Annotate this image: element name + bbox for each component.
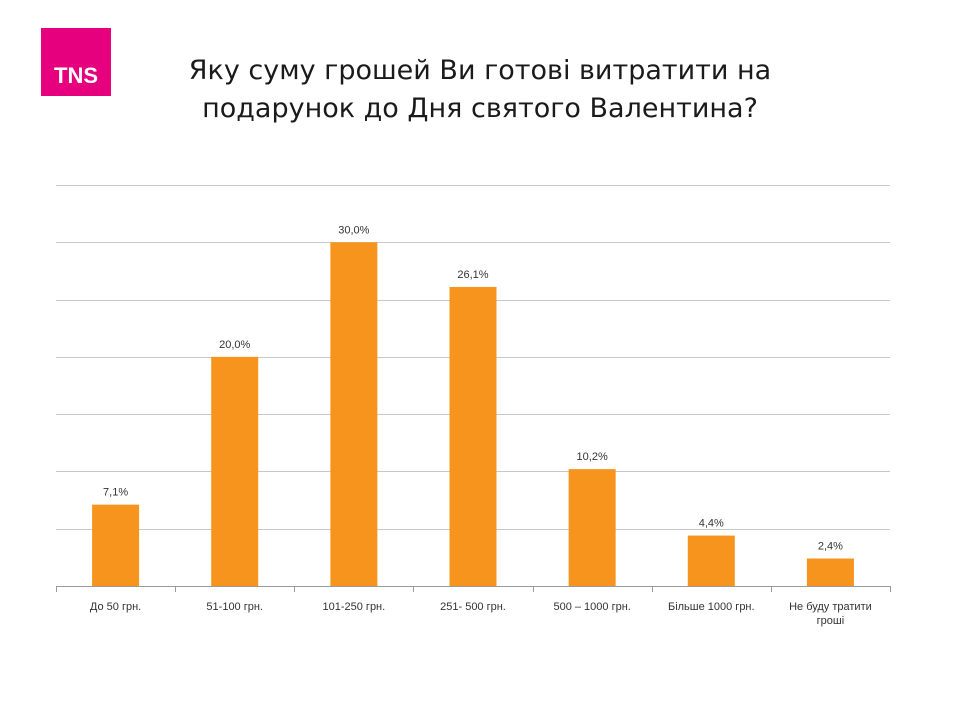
bar xyxy=(449,286,497,586)
page-title: Яку суму грошей Ви готові витратити на п… xyxy=(120,52,840,128)
title-line-2: подарунок до Дня святого Валентина? xyxy=(202,93,758,124)
category-label: гроші xyxy=(817,615,845,627)
data-label: 20,0% xyxy=(219,339,250,351)
category-label: До 50 грн. xyxy=(90,601,141,613)
category-label: Більше 1000 грн. xyxy=(668,601,755,613)
data-label: 4,4% xyxy=(699,518,724,530)
category-label: 251- 500 грн. xyxy=(440,601,506,613)
data-label: 2,4% xyxy=(818,541,843,553)
category-label: 51-100 грн. xyxy=(206,601,263,613)
category-label: Не буду тратити xyxy=(789,601,872,613)
data-label: 26,1% xyxy=(457,269,488,281)
data-label: 7,1% xyxy=(103,487,128,499)
tns-logo-text: TNS xyxy=(54,63,98,88)
data-label: 30,0% xyxy=(338,224,369,236)
bar xyxy=(806,558,854,586)
bar xyxy=(92,504,140,586)
tns-logo: TNS xyxy=(41,28,111,96)
bar xyxy=(687,535,735,586)
bar xyxy=(568,469,616,586)
category-label: 500 – 1000 грн. xyxy=(553,601,630,613)
bar xyxy=(330,242,378,587)
category-label: 101-250 грн. xyxy=(323,601,386,613)
bar xyxy=(211,356,259,586)
data-label: 10,2% xyxy=(577,451,608,463)
title-line-1: Яку суму грошей Ви готові витратити на xyxy=(188,55,772,86)
